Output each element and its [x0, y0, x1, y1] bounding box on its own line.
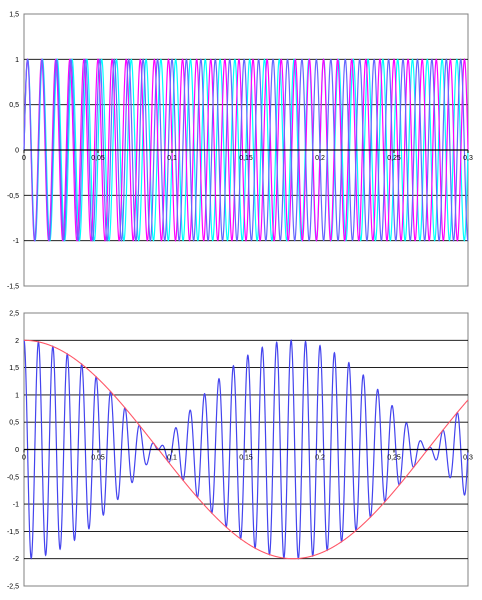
y-tick-label: 1,5 — [9, 12, 19, 19]
x-tick-label: 0,15 — [239, 155, 253, 162]
y-tick-label: -2 — [13, 556, 19, 563]
y-tick-label: 0 — [15, 447, 19, 454]
x-tick-labels-top: 0 0,05 0,1 0,15 0,2 0,25 0,3 — [22, 155, 473, 162]
y-tick-label: -0,5 — [7, 474, 19, 481]
x-tick-label: 0 — [22, 155, 26, 162]
x-tick-label: 0,2 — [315, 155, 325, 162]
y-tick-label: 2 — [15, 338, 19, 345]
series-line-2 — [24, 339, 469, 560]
x-tick-label: 0,3 — [463, 455, 473, 462]
x-tick-label: 0,05 — [91, 455, 105, 462]
y-tick-labels-bottom: 2,5 2 1,5 1 0,5 0 -0,5 -1 -1,5 -2 -2,5 — [7, 311, 19, 591]
x-tick-label: 0 — [22, 455, 26, 462]
x-tick-label: 0,25 — [387, 455, 401, 462]
y-tick-label: -1,5 — [7, 284, 19, 291]
x-tick-label: 0,05 — [91, 155, 105, 162]
series-line-3 — [23, 58, 469, 242]
x-tick-label: 0,2 — [315, 455, 325, 462]
x-tick-label: 0,15 — [239, 455, 253, 462]
y-tick-label: 0 — [15, 148, 19, 155]
y-tick-label: 0,5 — [9, 420, 19, 427]
series-line-2 — [23, 58, 469, 242]
x-axis-bottom — [23, 448, 469, 453]
y-tick-label: -1,5 — [7, 529, 19, 536]
series-group-bottom — [23, 339, 469, 560]
x-tick-labels-bottom: 0 0,05 0,1 0,15 0,2 0,25 0,3 — [22, 455, 473, 462]
y-tick-label: 1 — [15, 392, 19, 399]
y-tick-label: -2,5 — [7, 584, 19, 591]
chart-bottom: 2,5 2 1,5 1 0,5 0 -0,5 -1 -1,5 -2 -2,5 0 0,05 0,1 0,1… — [7, 311, 473, 591]
y-tick-label: 0,5 — [9, 102, 19, 109]
chart-top: 1,5 1 0,5 0 -0,5 -1 -1,5 0 0,05 0,1 0,15 0,2 0,25 0,… — [7, 12, 473, 291]
x-tick-label: 0,1 — [167, 455, 177, 462]
y-tick-labels-top: 1,5 1 0,5 0 -0,5 -1 -1,5 — [7, 12, 19, 291]
y-tick-label: 1,5 — [9, 365, 19, 372]
y-tick-label: 2,5 — [9, 311, 19, 318]
y-tick-label: -0,5 — [7, 193, 19, 200]
series-line-1 — [23, 339, 469, 560]
y-tick-label: -1 — [13, 502, 19, 509]
x-axis-top — [23, 149, 469, 153]
x-tick-label: 0,3 — [463, 155, 473, 162]
y-tick-label: 1 — [15, 57, 19, 64]
x-tick-label: 0,25 — [387, 155, 401, 162]
y-tick-label: -1 — [13, 238, 19, 245]
x-tick-label: 0,1 — [167, 155, 177, 162]
